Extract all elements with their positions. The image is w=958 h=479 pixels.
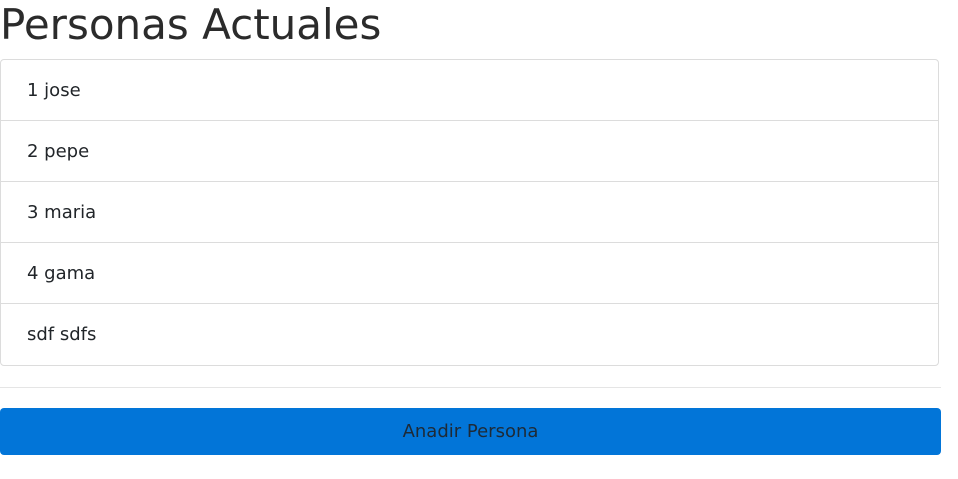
list-item[interactable]: 4 gama xyxy=(1,243,938,304)
personas-list: 1 jose 2 pepe 3 maria 4 gama sdf sdfs xyxy=(0,59,939,366)
list-item[interactable]: sdf sdfs xyxy=(27,324,97,345)
add-persona-button[interactable]: Anadir Persona xyxy=(0,408,941,455)
list-item[interactable]: 1 jose xyxy=(1,60,938,121)
list-item[interactable]: 2 pepe xyxy=(1,121,938,182)
page-title: Personas Actuales xyxy=(0,0,382,49)
list-item[interactable]: 3 maria xyxy=(1,182,938,243)
divider xyxy=(0,387,941,388)
